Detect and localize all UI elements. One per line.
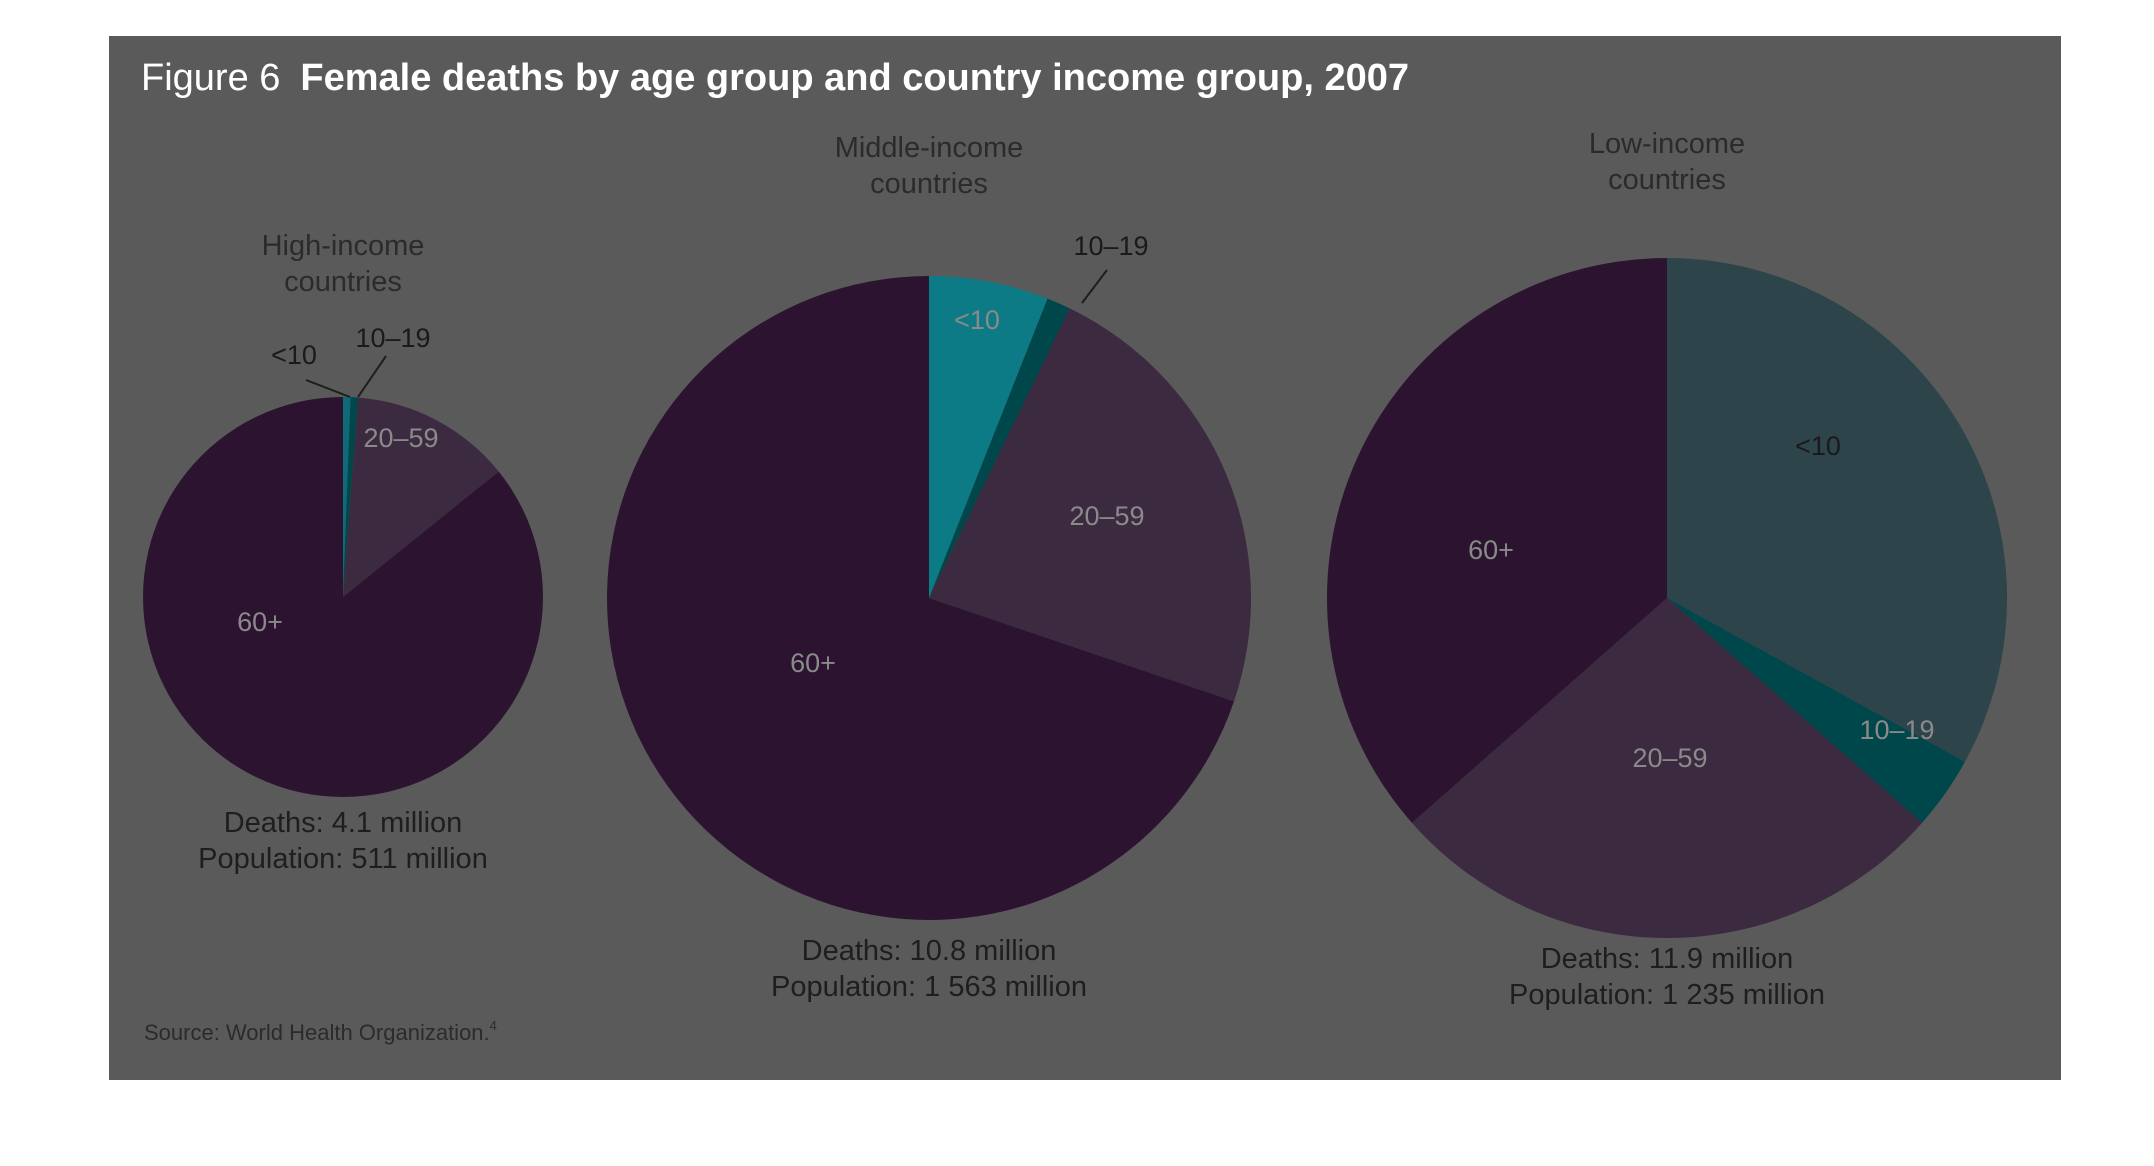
pie-slice-20-59 (343, 397, 499, 597)
pie-slice-60-plus (607, 276, 1234, 920)
pie-slice-10-19 (929, 298, 1070, 598)
group-label: countries (284, 266, 402, 298)
pie-chart-2: <10 10–19 20–59 60+ Middle-income countries De… (607, 132, 1252, 1003)
figure-title: Figure 6 Female deaths by age group and c… (141, 57, 1409, 99)
leader-line-under-10 (305, 379, 351, 398)
slice-label-under-10: <10 (271, 340, 317, 370)
pie-slice-60-plus (142, 397, 543, 797)
figure-title-text: Female deaths by age group and country i… (300, 57, 1409, 99)
deaths-label: Deaths: 4.1 million (224, 807, 463, 839)
pie-chart-1: <10 10–19 20–59 60+ High-income countries Deat… (142, 230, 543, 875)
pie-charts: <10 10–19 20–59 60+ High-income countries Deat… (142, 128, 2007, 1011)
pie-slice-20-59 (1411, 598, 1923, 939)
leader-line-10-19 (357, 355, 387, 398)
population-label: Population: 1 235 million (1509, 979, 1825, 1011)
pie-slice-10-19 (343, 397, 359, 597)
slice-label-10-19: 10–19 (1859, 715, 1934, 745)
deaths-label: Deaths: 10.8 million (802, 935, 1057, 967)
pie-slice-under-10 (929, 276, 1048, 598)
slice-label-20-59: 20–59 (1069, 501, 1144, 531)
group-label: Low-income (1589, 128, 1745, 160)
source-note: Source: World Health Organization.4 (144, 1018, 497, 1045)
slice-label-10-19: 10–19 (1073, 231, 1148, 261)
source-text: Source: World Health Organization. (144, 1020, 490, 1045)
slice-label-60-plus: 60+ (790, 648, 836, 678)
slice-label-20-59: 20–59 (1632, 743, 1707, 773)
figure-label: Figure 6 (141, 57, 280, 99)
slice-label-under-10: <10 (1795, 431, 1841, 461)
slice-label-10-19: 10–19 (355, 323, 430, 353)
pie-slice-under-10 (343, 396, 351, 597)
pie-slice-60-plus (1326, 258, 1667, 823)
pie-slice-under-10 (1667, 258, 2007, 762)
slice-label-60-plus: 60+ (1468, 535, 1514, 565)
population-label: Population: 511 million (198, 843, 488, 875)
pie-slice-10-19 (1667, 598, 1965, 823)
pie-chart-3: <10 10–19 20–59 60+ Low-income countries Death… (1326, 128, 2007, 1011)
deaths-label: Deaths: 11.9 million (1541, 943, 1794, 975)
slice-label-20-59: 20–59 (363, 423, 438, 453)
slice-label-60-plus: 60+ (237, 607, 283, 637)
slice-label-under-10: <10 (954, 305, 1000, 335)
group-label: Middle-income (835, 132, 1024, 164)
leader-line-10-19 (1081, 269, 1108, 304)
group-label: High-income (262, 230, 425, 262)
group-label: countries (870, 168, 988, 200)
population-label: Population: 1 563 million (771, 971, 1087, 1003)
group-label: countries (1608, 164, 1726, 196)
pie-slice-20-59 (929, 308, 1252, 702)
source-reference: 4 (490, 1018, 497, 1033)
